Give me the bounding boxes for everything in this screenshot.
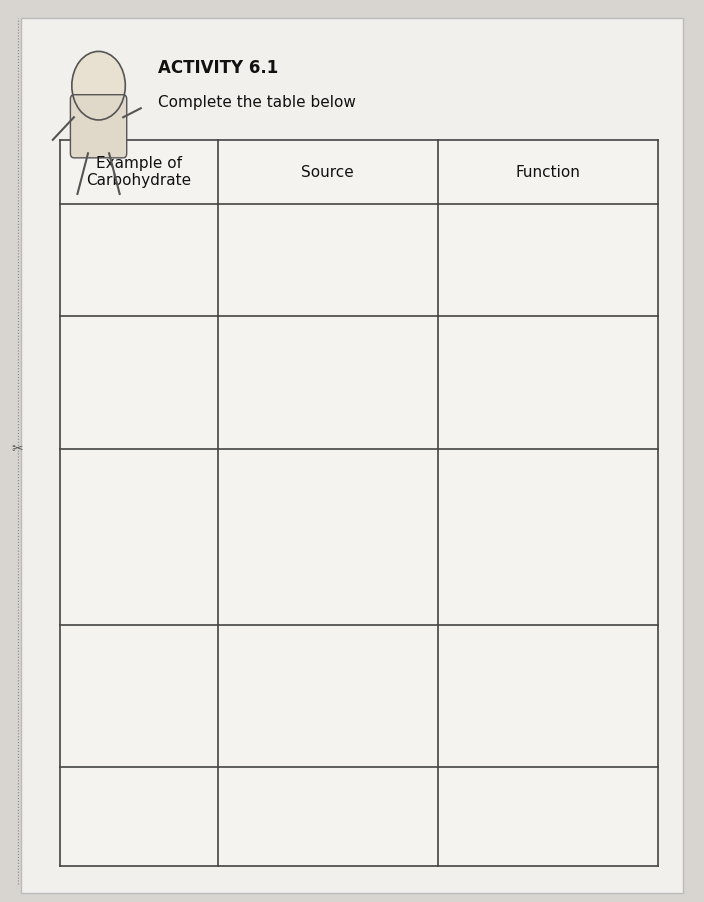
- FancyBboxPatch shape: [60, 140, 658, 866]
- Text: ACTIVITY 6.1: ACTIVITY 6.1: [158, 59, 279, 77]
- Text: Example of
Carbohydrate: Example of Carbohydrate: [86, 156, 191, 189]
- FancyBboxPatch shape: [70, 95, 127, 158]
- Text: Source: Source: [301, 164, 354, 179]
- Circle shape: [72, 51, 125, 120]
- Text: Complete the table below: Complete the table below: [158, 95, 356, 110]
- FancyBboxPatch shape: [21, 18, 683, 893]
- Text: Function: Function: [515, 164, 581, 179]
- Text: ✂: ✂: [12, 442, 23, 456]
